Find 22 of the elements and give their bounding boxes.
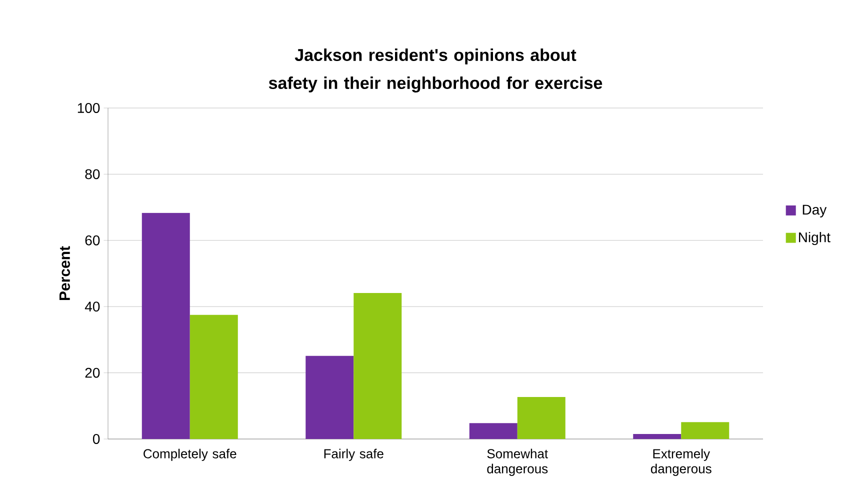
- bar: [633, 434, 682, 439]
- y-axis-title: Percent: [60, 246, 70, 300]
- chart-title: Jackson resident's opinions about safety in their neighborhood for exercise: [268, 48, 602, 92]
- y-tick-label: 0: [92, 434, 100, 444]
- bar: [354, 293, 402, 439]
- y-tick-label: 80: [85, 169, 100, 180]
- y-tick-label: 20: [85, 368, 100, 378]
- legend-label: Day: [802, 204, 827, 218]
- bar: [681, 422, 730, 439]
- x-tick-label: Extremely dangerous: [650, 448, 712, 476]
- bar: [517, 396, 566, 439]
- bar: [190, 314, 238, 439]
- bar: [469, 423, 518, 439]
- bar: [142, 212, 190, 439]
- x-tick-label: Fairly safe: [324, 448, 384, 461]
- x-tick-label: Somewhat dangerous: [487, 448, 548, 476]
- y-tick-label: 100: [78, 103, 100, 113]
- y-tick-label: 40: [84, 302, 100, 312]
- y-tick-label: 60: [85, 235, 100, 246]
- x-tick-label: Completely safe: [144, 448, 236, 461]
- legend-label: Night: [799, 232, 830, 246]
- bar: [306, 356, 354, 439]
